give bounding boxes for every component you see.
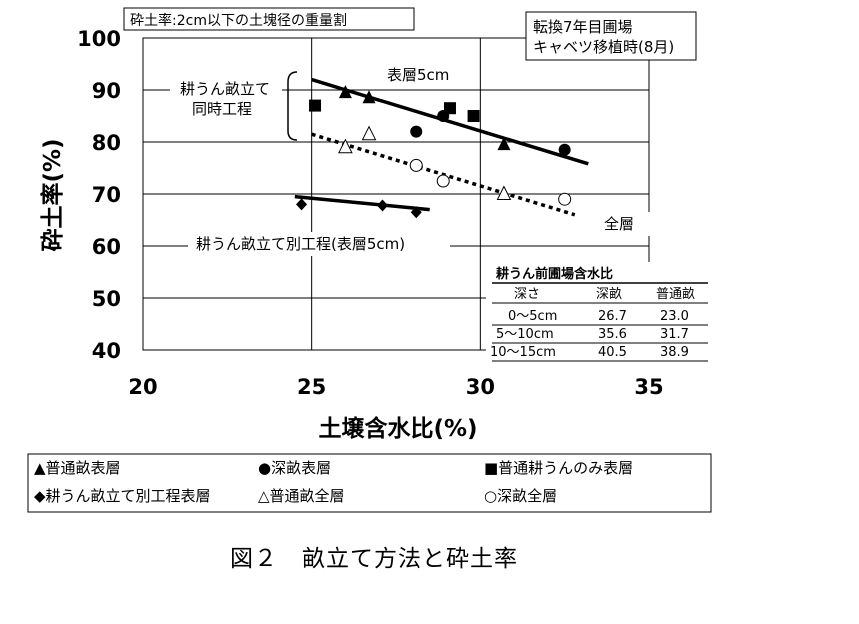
bracket-brace bbox=[287, 71, 298, 141]
moisture-table-header: 深さ bbox=[514, 287, 540, 302]
y-tick-label: 100 bbox=[77, 27, 121, 51]
data-point-triangle-filled bbox=[338, 85, 352, 99]
bracket-label-bg bbox=[170, 73, 282, 123]
x-tick-label: 30 bbox=[466, 375, 495, 399]
data-point-circle-open bbox=[409, 158, 423, 172]
data-point-triangle-open bbox=[361, 125, 377, 141]
data-point-diamond-filled bbox=[410, 206, 422, 219]
trend-line-label-bg bbox=[188, 232, 450, 256]
y-axis-title: 砕土率(%) bbox=[39, 138, 66, 251]
data-point-square-filled bbox=[309, 99, 322, 112]
moisture-table-cell: 10～15cm bbox=[490, 345, 556, 360]
moisture-table-cell: 40.5 bbox=[598, 345, 627, 360]
trend-line-label: 耕うん畝立て別工程(表層5cm) bbox=[196, 235, 405, 253]
legend-entry: ○深畝全層 bbox=[484, 487, 557, 505]
moisture-table-cell: 38.9 bbox=[660, 345, 689, 360]
trend-line-label-bg bbox=[598, 212, 654, 236]
data-point-circle-open bbox=[436, 174, 450, 188]
data-point-square-filled bbox=[443, 102, 456, 115]
data-point-triangle-filled bbox=[497, 137, 511, 151]
moisture-table-cell: 5～10cm bbox=[496, 327, 554, 342]
data-point-circle-filled bbox=[410, 125, 423, 138]
moisture-table-header: 普通畝 bbox=[656, 287, 695, 302]
trend-lines bbox=[294, 77, 589, 217]
legend-entry: ●深畝表層 bbox=[258, 459, 331, 477]
x-tick-label: 25 bbox=[297, 375, 326, 399]
moisture-table-cell: 26.7 bbox=[598, 309, 627, 324]
bracket-label-line1: 耕うん畝立て bbox=[180, 80, 270, 98]
bracket-label-line2: 同時工程 bbox=[192, 100, 252, 118]
field-box-line1: 転換7年目圃場 bbox=[533, 18, 633, 36]
trend-line-label: 表層5cm bbox=[387, 66, 449, 84]
field-box-line2: キャベツ移植時(8月) bbox=[533, 38, 674, 56]
legend-entry: ◆耕うん畝立て別工程表層 bbox=[34, 487, 211, 505]
legend-box bbox=[27, 453, 712, 513]
field-box bbox=[525, 11, 697, 61]
trend-line bbox=[311, 132, 576, 217]
y-tick-label: 80 bbox=[92, 131, 121, 155]
x-axis-ticks: 20 25 30 35 bbox=[128, 375, 663, 399]
moisture-table-cell: 35.6 bbox=[598, 327, 627, 342]
trend-line-label: 全層 bbox=[604, 215, 634, 233]
legend-entry: ■普通耕うんのみ表層 bbox=[484, 459, 633, 477]
legend-entry: △普通畝全層 bbox=[258, 487, 345, 505]
figure-caption: 図２ 畝立て方法と砕土率 bbox=[230, 546, 518, 572]
legend-entry: ▲普通畝表層 bbox=[34, 459, 121, 477]
x-tick-label: 20 bbox=[128, 375, 157, 399]
moisture-table-header: 深畝 bbox=[596, 287, 622, 302]
data-point-diamond-filled bbox=[377, 199, 389, 212]
y-axis-ticks: 40 50 60 70 80 90 100 bbox=[77, 27, 121, 363]
y-tick-label: 70 bbox=[92, 183, 121, 207]
data-point-square-filled bbox=[467, 110, 480, 122]
trend-line bbox=[294, 194, 430, 212]
trend-line bbox=[311, 77, 589, 166]
data-point-triangle-open bbox=[338, 138, 353, 154]
data-point-circle-open bbox=[558, 192, 572, 206]
plot-frame bbox=[142, 37, 650, 351]
moisture-table-bg bbox=[486, 262, 714, 366]
x-axis-title: 土壌含水比(%) bbox=[318, 415, 477, 442]
data-point-triangle-open bbox=[496, 185, 512, 200]
legend: ▲普通畝表層 ●深畝表層 ■普通耕うんのみ表層 ◆耕うん畝立て別工程表層 △普通畝全層 ○… bbox=[34, 459, 633, 505]
y-tick-label: 50 bbox=[92, 287, 121, 311]
moisture-table-title: 耕うん前圃場含水比 bbox=[496, 266, 613, 282]
data-point-circle-filled bbox=[558, 143, 571, 156]
moisture-table-cell: 0～5cm bbox=[508, 309, 557, 324]
moisture-table-cell: 23.0 bbox=[660, 309, 689, 324]
data-markers bbox=[296, 85, 572, 219]
data-point-diamond-filled bbox=[296, 198, 308, 211]
moisture-table-cell: 31.7 bbox=[660, 327, 689, 342]
note-box-text: 砕土率:2cm以下の土塊径の重量割 bbox=[130, 12, 347, 29]
y-tick-label: 90 bbox=[92, 79, 121, 103]
y-tick-label: 60 bbox=[92, 235, 121, 259]
note-box bbox=[123, 7, 415, 31]
y-tick-label: 40 bbox=[92, 339, 121, 363]
x-tick-label: 35 bbox=[634, 375, 663, 399]
data-point-triangle-filled bbox=[362, 90, 376, 104]
